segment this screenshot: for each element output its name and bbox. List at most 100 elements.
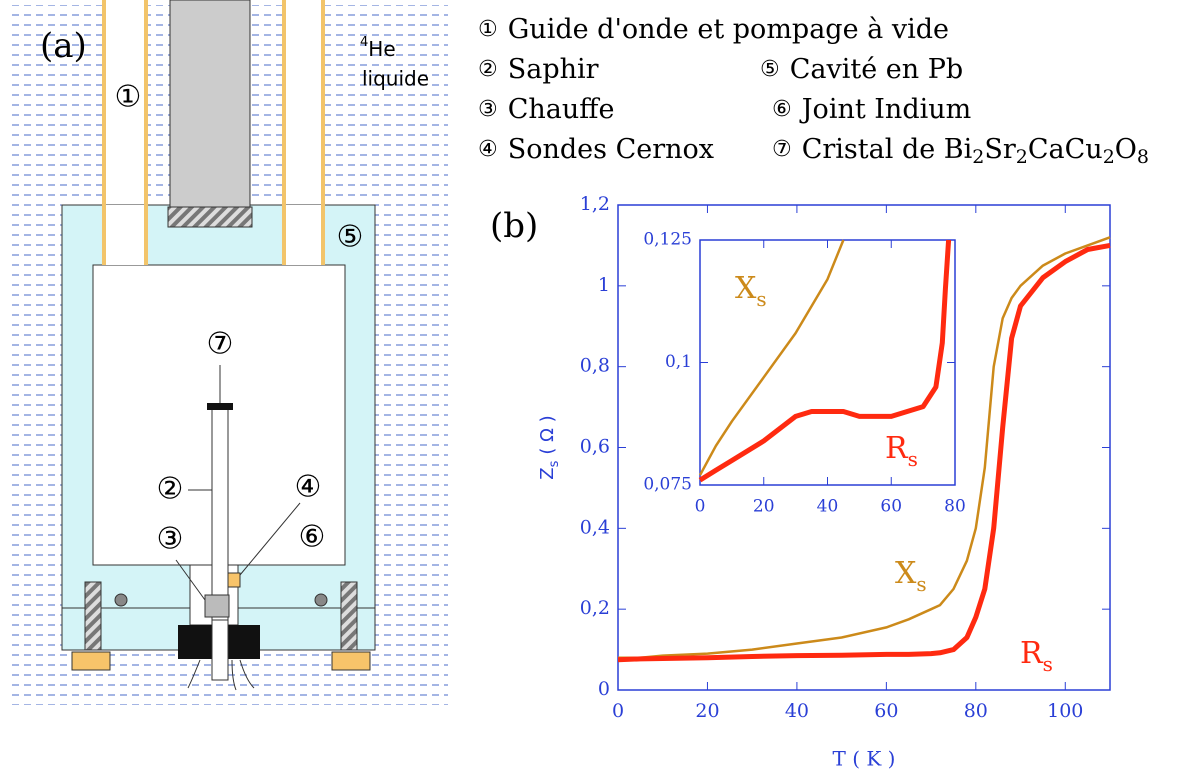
sapphire-rod (211, 619, 229, 681)
legend-number: ③ (478, 97, 498, 122)
helium-label: 4He (360, 35, 396, 61)
x-tick-label: 100 (1047, 700, 1083, 722)
legend-number: ① (478, 17, 498, 42)
series-name: X (735, 271, 757, 306)
x-tick-label: 40 (785, 700, 809, 722)
legend-text: Joint Indium (799, 94, 972, 125)
legend-number: ⑥ (772, 97, 792, 122)
indium-joint (114, 593, 128, 607)
series-subscript: s (1043, 652, 1053, 676)
series-label: Xs (895, 556, 927, 596)
legend-text: Cavité en Pb (790, 54, 963, 85)
legend-item: ① Guide d'onde et pompage à vide (478, 14, 949, 45)
tube-walls (102, 0, 325, 265)
panel-label: (b) (490, 206, 538, 246)
series-line (698, 239, 845, 476)
y-axis-label-sub: s (547, 460, 562, 467)
waveguide (104, 205, 146, 265)
marker: ⑤ (337, 220, 364, 255)
legend-text: Sr (984, 134, 1015, 165)
marker: ④ (295, 470, 322, 505)
marker: ② (157, 472, 184, 507)
legend-text: CaCu (1028, 134, 1103, 165)
marker: ③ (157, 522, 184, 557)
series-subscript: s (756, 287, 766, 311)
wires (187, 659, 255, 691)
x-tick-label: 60 (880, 497, 902, 517)
legend-text: O (1115, 134, 1137, 165)
legend-item: ⑦ Cristal de Bi2Sr2CaCu2O8 (772, 134, 1149, 169)
indium-joint (314, 593, 328, 607)
y-tick-label: 0,8 (580, 355, 610, 377)
x-tick-label: 80 (944, 497, 966, 517)
series-name: R (1020, 636, 1044, 671)
legend-text: Guide d'onde et pompage à vide (508, 14, 949, 45)
screw (340, 581, 358, 651)
legend-subscript: 2 (972, 146, 984, 168)
series-line (617, 242, 1111, 663)
x-tick-label: 40 (817, 497, 839, 517)
y-tick-label: 0,125 (643, 230, 692, 250)
series-name: X (895, 556, 917, 591)
panel-label: (a) (40, 26, 87, 66)
x-tick-label: 0 (695, 497, 706, 517)
y-axis-label-unit: ( Ω ) (537, 415, 558, 454)
x-tick-label: 20 (695, 700, 719, 722)
legend-subscript: 2 (1103, 146, 1115, 168)
series-subscript: s (908, 447, 918, 471)
legend-number: ⑤ (760, 57, 780, 82)
y-tick-label: 0 (598, 678, 610, 700)
pump-seal (167, 206, 253, 228)
waveguide (104, 0, 146, 210)
series-line (698, 239, 952, 483)
series-label: Rs (885, 431, 918, 471)
markers: ① ② ③ ④ ⑤ ⑥ ⑦ (115, 80, 364, 557)
legend-item: ④ Sondes Cernox (478, 134, 714, 165)
legend-number: ⑦ (772, 137, 792, 162)
legend-text: Chauffe (508, 94, 615, 125)
waveguide (284, 205, 323, 265)
screw (84, 581, 102, 651)
legend-subscript: 8 (1137, 146, 1149, 168)
marker: ⑦ (207, 327, 234, 362)
legend-item: ⑥ Joint Indium (772, 94, 971, 125)
helium-main: He (368, 37, 395, 61)
foot (71, 651, 111, 671)
y-axis-label: Zs ( Ω ) (537, 415, 562, 479)
y-tick-label: 1 (598, 274, 610, 296)
series-label: Xs (735, 271, 767, 311)
crystal (207, 403, 233, 410)
series-line (618, 236, 1111, 659)
legend-number: ④ (478, 137, 498, 162)
legend-item: ⑤ Cavité en Pb (760, 54, 963, 85)
foot (331, 651, 371, 671)
legend-item: ③ Chauffe (478, 94, 614, 125)
y-axis-label-main: Z (537, 467, 558, 479)
y-tick-label: 0,075 (643, 475, 692, 495)
y-tick-label: 1,2 (580, 193, 610, 215)
x-tick-label: 0 (612, 700, 624, 722)
series-name: R (885, 431, 909, 466)
pump-block (169, 0, 251, 208)
x-tick-label: 80 (964, 700, 988, 722)
heater (204, 594, 230, 618)
x-tick-label: 20 (753, 497, 775, 517)
series-label: Rs (1020, 636, 1053, 676)
y-tick-label: 0,4 (580, 516, 610, 538)
legend-text: Saphir (508, 54, 599, 85)
legend-text: Cristal de Bi (802, 134, 973, 165)
legend-subscript: 2 (1016, 146, 1028, 168)
waveguide (284, 0, 323, 210)
marker: ① (115, 80, 142, 115)
helium-label: liquide (362, 67, 429, 91)
legend-number: ② (478, 57, 498, 82)
legend-text: Sondes Cernox (508, 134, 714, 165)
series-subscript: s (916, 572, 926, 596)
marker: ⑥ (299, 520, 326, 555)
x-axis-label: T ( K ) (833, 747, 896, 771)
x-tick-label: 60 (874, 700, 898, 722)
helium-sup: 4 (360, 35, 368, 50)
legend-item: ② Saphir (478, 54, 599, 85)
